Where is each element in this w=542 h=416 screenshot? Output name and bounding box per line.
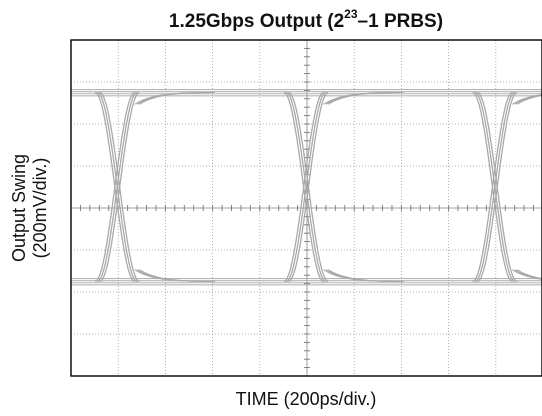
eye-high-settling-trace — [514, 94, 542, 105]
eye-high-settling-trace — [139, 91, 215, 105]
eye-falling-edge-trace — [472, 91, 513, 283]
eye-falling-edge-trace — [99, 91, 140, 283]
eye-falling-edge-trace — [474, 91, 515, 283]
eye-low-settling-trace — [327, 269, 404, 283]
chart-title-exponent: 23 — [344, 6, 358, 21]
eye-traces — [71, 89, 542, 286]
chart-title-main: 1.25Gbps Output (2 — [168, 11, 345, 32]
eye-low-settling-trace — [139, 269, 215, 283]
eye-low-settling-trace — [512, 269, 542, 280]
eye-low-settling-trace — [516, 269, 542, 280]
eye-falling-edge-trace — [288, 91, 329, 283]
plot-frame — [70, 39, 542, 377]
eye-high-settling-trace — [327, 91, 404, 105]
eye-low-settling-trace — [514, 269, 542, 280]
eye-high-settling-trace — [512, 94, 542, 105]
eye-falling-edge-trace — [97, 91, 138, 283]
chart-title-tail: –1 PRBS) — [357, 11, 444, 32]
eye-high-settling-trace — [516, 94, 542, 105]
eye-falling-edge-trace — [283, 91, 324, 283]
x-axis-label: TIME (200ps/div.) — [235, 389, 377, 409]
eye-falling-edge-trace — [477, 91, 518, 283]
chart-title: 1.25Gbps Output (223–1 PRBS) — [70, 6, 542, 34]
eye-falling-edge-trace — [285, 91, 327, 283]
eye-falling-edge-trace — [94, 91, 135, 283]
